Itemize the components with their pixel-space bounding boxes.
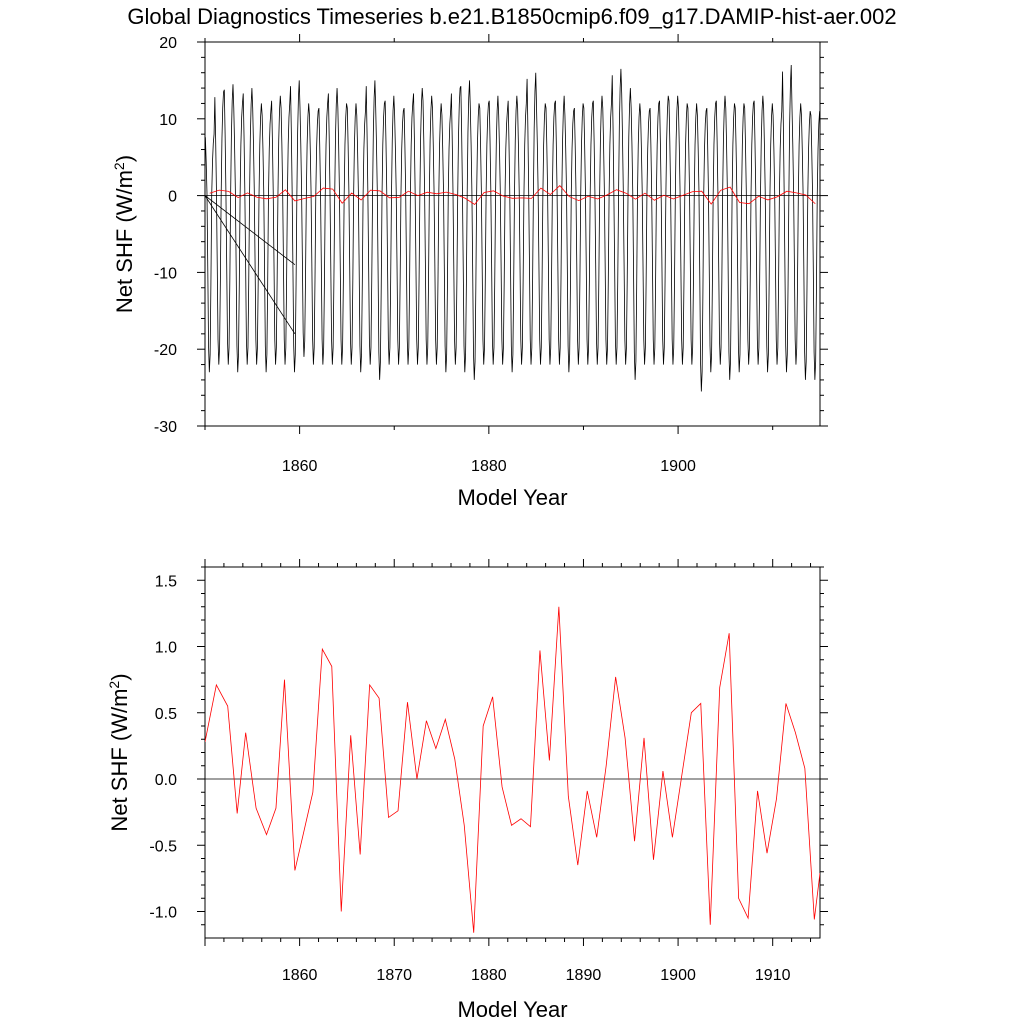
y-tick-label: 1.5	[155, 573, 177, 590]
series-line-0	[205, 65, 820, 392]
y-tick-label: -0.5	[149, 838, 177, 855]
y-axis-label: Net SHF (W/m2)	[106, 673, 132, 831]
x-axis-label: Model Year	[457, 997, 567, 1022]
y-tick-label: -30	[154, 419, 177, 436]
x-tick-label: 1910	[755, 967, 791, 984]
y-tick-label: 0.5	[155, 706, 177, 723]
x-tick-label: 1900	[660, 458, 696, 475]
y-tick-label: 0	[168, 189, 177, 206]
y-tick-label: -1.0	[149, 905, 177, 922]
x-tick-label: 1870	[376, 967, 412, 984]
series-line-1	[209, 185, 816, 206]
plot-frame	[204, 566, 821, 939]
x-tick-label: 1900	[660, 967, 696, 984]
x-tick-label: 1860	[282, 458, 318, 475]
y-tick-label: 0.0	[155, 772, 177, 789]
series-line-0	[205, 606, 820, 933]
y-tick-label: 10	[159, 112, 177, 129]
data-layer	[205, 606, 820, 933]
x-tick-label: 1890	[566, 967, 602, 984]
x-tick-label: 1880	[471, 458, 507, 475]
y-tick-label: -10	[154, 265, 177, 282]
top-panel: 1860 1880 1900 -30 -20 -10 0 10 20 Model Year Net …	[111, 34, 828, 510]
x-tick-label: 1880	[471, 967, 507, 984]
plot-frame	[204, 41, 821, 427]
y-tick-label: 1.0	[155, 640, 177, 657]
x-axis-label: Model Year	[457, 485, 567, 510]
chart-title: Global Diagnostics Timeseries b.e21.B185…	[127, 4, 896, 29]
data-layer	[205, 65, 820, 392]
y-tick-label: -20	[154, 342, 177, 359]
y-axis-label: Net SHF (W/m2)	[111, 155, 137, 313]
bottom-panel: 1860 1870 1880 1890 1900 1910 -1.0 -0.5 0.0 0.5 1.…	[106, 559, 828, 1022]
y-tick-label: 20	[159, 35, 177, 52]
trend-line-0	[205, 195, 296, 266]
trend-line-1	[205, 195, 296, 335]
x-tick-label: 1860	[282, 967, 318, 984]
